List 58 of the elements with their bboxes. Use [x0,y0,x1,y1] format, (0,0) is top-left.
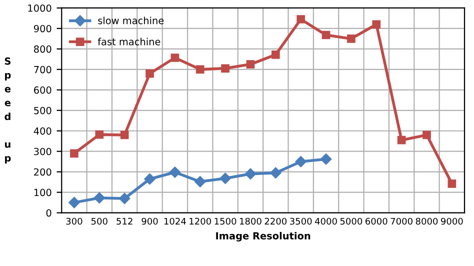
x-tick-label: 1024 [164,218,186,225]
x-tick-label: 300 [66,218,82,225]
y-tick-label: 800 [34,45,52,53]
point [295,156,306,168]
x-tick-label: 1500 [214,218,236,225]
point [271,50,280,59]
point [194,176,206,188]
point [296,15,306,24]
x-tick-label: 6000 [366,218,388,225]
x-tick-label: 8000 [416,218,438,225]
text: Speed up [4,57,11,164]
point [221,64,230,73]
x-tick-label: 1200 [190,218,212,225]
legend-label: slow machine [98,16,164,24]
point [196,65,204,74]
point [372,20,381,29]
x-tick-label: 5000 [340,218,362,225]
x-tick-label: 9000 [441,218,463,225]
x-tick-label: 7000 [390,218,412,225]
point [70,149,78,158]
y-tick-label: 300 [34,148,52,156]
point [270,167,282,178]
point [397,136,406,144]
point [246,60,255,68]
x-tick-label: 900 [142,218,158,225]
y-tick-label: 500 [34,106,52,114]
y-tick-label: 900 [34,24,52,32]
x-tick-label: 500 [91,218,108,225]
y-tick-label: 1000 [28,4,52,12]
x-axis-title: Image Resolution [216,232,310,242]
point [347,34,356,43]
y-tick-label: 100 [34,188,52,196]
y-tick-label: 400 [34,127,52,135]
x-tick-label: 4000 [314,218,337,225]
point [120,130,129,140]
point [144,173,156,185]
point [146,69,154,78]
point [220,172,231,184]
point [422,130,431,140]
y-tick-label: 200 [34,168,52,176]
x-tick-label: 3500 [290,218,312,225]
x-tick-label: 2200 [264,218,287,225]
y-tick-label: 600 [34,86,52,94]
point [169,166,181,178]
y-tick-label: 700 [34,66,52,74]
point [68,196,80,208]
x-tick-label: 1800 [240,218,262,225]
point [448,180,456,188]
x-tick-label: 512 [116,218,132,225]
point [170,54,180,62]
legend-label: fast machine [98,38,160,46]
y-tick-label: 0 [46,209,52,217]
point [322,30,330,40]
point [320,154,332,165]
point [94,192,105,204]
point [244,168,256,180]
point [95,130,104,139]
point [118,192,130,204]
